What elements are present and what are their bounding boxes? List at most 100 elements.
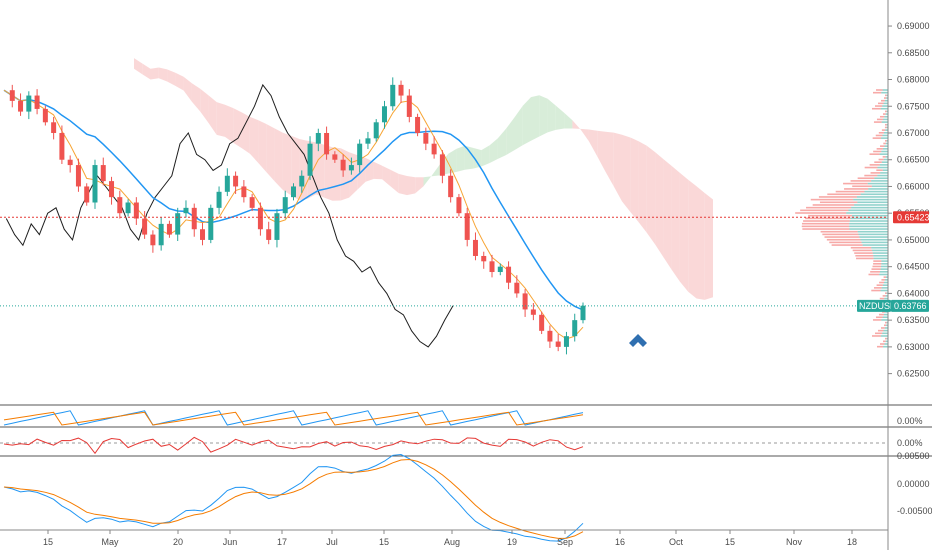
volume-bar bbox=[844, 188, 869, 190]
volume-profile bbox=[795, 89, 888, 348]
volume-bar bbox=[850, 217, 888, 220]
candles bbox=[9, 77, 586, 355]
cloud-segment bbox=[555, 105, 565, 130]
volume-bar bbox=[883, 329, 888, 332]
time-tick-label: 18 bbox=[847, 537, 857, 547]
indicator-tick-label: 0.00500 bbox=[897, 451, 930, 461]
price-tick: 0.63500 bbox=[888, 315, 930, 325]
price-tick-label: 0.62500 bbox=[897, 369, 930, 379]
volume-bar bbox=[880, 335, 888, 337]
volume-bar bbox=[868, 188, 888, 190]
candle bbox=[133, 197, 139, 225]
volume-bar bbox=[818, 196, 857, 198]
price-axis[interactable]: 0.69000 0.68500 0.68000 0.67500 0.67000 0.665… bbox=[888, 21, 930, 379]
volume-bar bbox=[885, 110, 887, 113]
candle bbox=[34, 89, 40, 115]
volume-bar bbox=[885, 123, 887, 126]
candle bbox=[150, 230, 156, 253]
volume-bar bbox=[843, 182, 868, 185]
volume-bar bbox=[882, 134, 888, 137]
time-axis[interactable]: 15 May 20 Jun 17 Jul 15 Aug 19 Sep 16 Oct 15 Nov 18 bbox=[43, 530, 857, 547]
volume-bar bbox=[876, 345, 884, 348]
volume-bar bbox=[880, 107, 888, 110]
volume-bar bbox=[872, 252, 888, 254]
volume-bar bbox=[858, 233, 888, 236]
candle bbox=[266, 221, 272, 245]
volume-bar bbox=[883, 313, 888, 316]
volume-bar bbox=[851, 206, 888, 209]
cloud-segment bbox=[407, 176, 416, 196]
price-tick: 0.64500 bbox=[888, 262, 930, 272]
candle bbox=[84, 183, 90, 206]
cloud-segment bbox=[696, 186, 705, 300]
cloud-segment bbox=[208, 95, 217, 135]
last-price-tag: NZDUSD 0.63766 bbox=[857, 299, 929, 312]
arrow-up-icon[interactable] bbox=[629, 334, 647, 347]
cloud-segment bbox=[572, 120, 581, 130]
candle bbox=[216, 186, 222, 215]
volume-bar bbox=[835, 190, 865, 193]
volume-bar bbox=[882, 89, 888, 91]
volume-bar bbox=[881, 287, 888, 289]
volume-bar bbox=[880, 289, 888, 292]
volume-bar bbox=[883, 276, 887, 278]
price-tick-label: 0.69000 bbox=[897, 21, 930, 31]
volume-bar bbox=[829, 241, 862, 244]
price-tick-label: 0.63500 bbox=[897, 315, 930, 325]
cloud-segment bbox=[663, 159, 672, 270]
cloud-segment bbox=[588, 129, 598, 157]
svg-text:0.65423: 0.65423 bbox=[897, 212, 930, 222]
volume-bar bbox=[883, 97, 887, 99]
cloud-segment bbox=[349, 152, 358, 198]
volume-bar bbox=[862, 244, 888, 246]
volume-bar bbox=[885, 340, 888, 343]
volume-bar bbox=[884, 99, 888, 102]
price-tick: 0.67500 bbox=[888, 101, 930, 111]
oscillator-1-line-blue bbox=[3, 410, 584, 426]
oscillator-2-line bbox=[3, 436, 584, 455]
cloud-segment bbox=[622, 134, 631, 212]
cloud-segment bbox=[638, 141, 647, 233]
cloud-segment bbox=[390, 169, 399, 194]
cloud-segment bbox=[382, 165, 391, 187]
price-pane[interactable] bbox=[0, 0, 888, 404]
volume-bar bbox=[879, 271, 888, 273]
candle bbox=[208, 204, 214, 244]
volume-bar bbox=[881, 265, 888, 268]
candle bbox=[183, 200, 189, 218]
volume-bar bbox=[864, 190, 888, 193]
volume-bar bbox=[879, 153, 888, 155]
volume-bar bbox=[882, 332, 888, 335]
volume-bar bbox=[805, 217, 851, 220]
volume-bar bbox=[854, 252, 873, 254]
candle bbox=[398, 80, 404, 104]
volume-bar bbox=[861, 241, 888, 244]
volume-bar bbox=[885, 337, 887, 340]
price-tick-label: 0.64000 bbox=[897, 288, 930, 298]
candle bbox=[464, 207, 470, 247]
volume-bar bbox=[875, 316, 883, 319]
volume-bar bbox=[873, 262, 882, 265]
candle bbox=[109, 176, 115, 205]
volume-bar bbox=[882, 295, 886, 297]
volume-bar bbox=[871, 185, 888, 188]
time-tick-label: Jun bbox=[223, 537, 238, 547]
cloud-segment bbox=[142, 63, 151, 80]
cloud-segment bbox=[158, 67, 168, 82]
volume-bar bbox=[819, 201, 858, 204]
indicator-panes bbox=[0, 404, 932, 457]
candle bbox=[481, 251, 487, 269]
cloud-segment bbox=[415, 177, 424, 194]
candle bbox=[26, 91, 32, 120]
candle bbox=[522, 289, 528, 317]
time-tick: 15 bbox=[379, 530, 389, 547]
volume-bar bbox=[852, 214, 888, 217]
volume-bar bbox=[885, 142, 888, 145]
volume-bar bbox=[827, 193, 861, 196]
candle bbox=[51, 116, 57, 140]
volume-bar bbox=[852, 185, 872, 188]
cloud-segment bbox=[630, 137, 639, 223]
signal-line bbox=[3, 458, 584, 539]
volume-bar bbox=[873, 254, 888, 257]
